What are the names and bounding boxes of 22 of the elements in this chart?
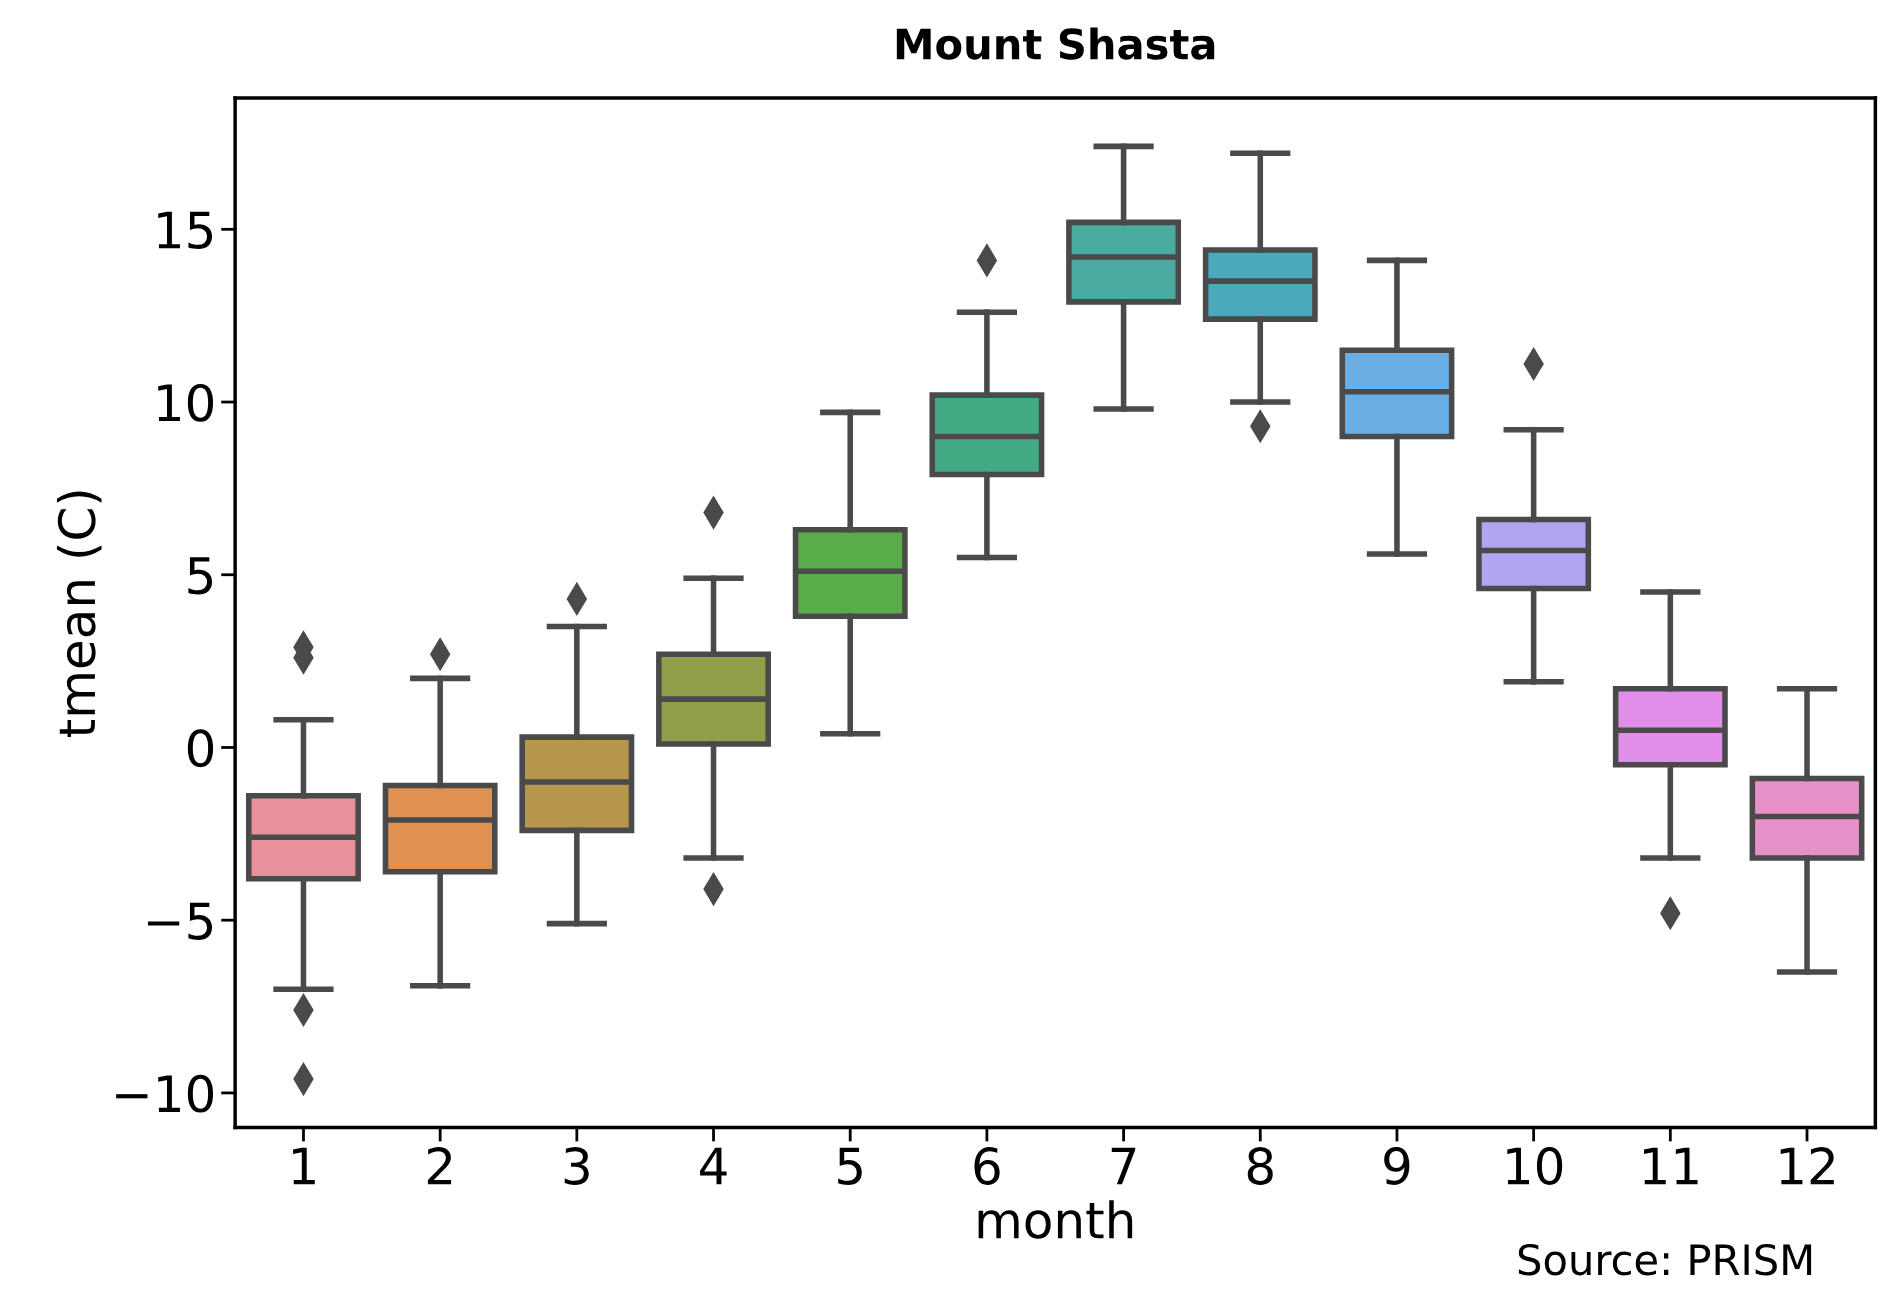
y-axis-title: tmean (C) bbox=[56, 491, 102, 738]
x-tick-label: 1 bbox=[293, 1147, 315, 1185]
y-tick-label: 15 bbox=[158, 211, 213, 250]
chart-title: Mount Shasta bbox=[896, 27, 1215, 60]
x-tick-label: 10 bbox=[1507, 1147, 1563, 1185]
y-tick-label: 0 bbox=[187, 729, 214, 768]
y-tick-label: −5 bbox=[147, 902, 212, 940]
y-tick-label: −10 bbox=[116, 1074, 214, 1113]
x-tick-label: 5 bbox=[838, 1147, 862, 1185]
source-note: Source: PRISM bbox=[1518, 1243, 1812, 1276]
x-tick-label: 12 bbox=[1780, 1147, 1834, 1185]
x-tick-label: 3 bbox=[564, 1147, 589, 1185]
x-tick-label: 11 bbox=[1644, 1147, 1698, 1185]
x-axis-title: month bbox=[978, 1200, 1133, 1239]
y-tick-label: 5 bbox=[188, 557, 213, 595]
x-tick-label: 4 bbox=[700, 1147, 727, 1185]
x-tick-label: 9 bbox=[1384, 1147, 1410, 1185]
x-tick-label: 2 bbox=[427, 1147, 452, 1185]
x-tick-label: 7 bbox=[1111, 1147, 1136, 1185]
x-tick-label: 8 bbox=[1247, 1147, 1273, 1185]
x-tick-label: 6 bbox=[974, 1147, 1000, 1185]
y-tick-label: 10 bbox=[158, 383, 214, 422]
